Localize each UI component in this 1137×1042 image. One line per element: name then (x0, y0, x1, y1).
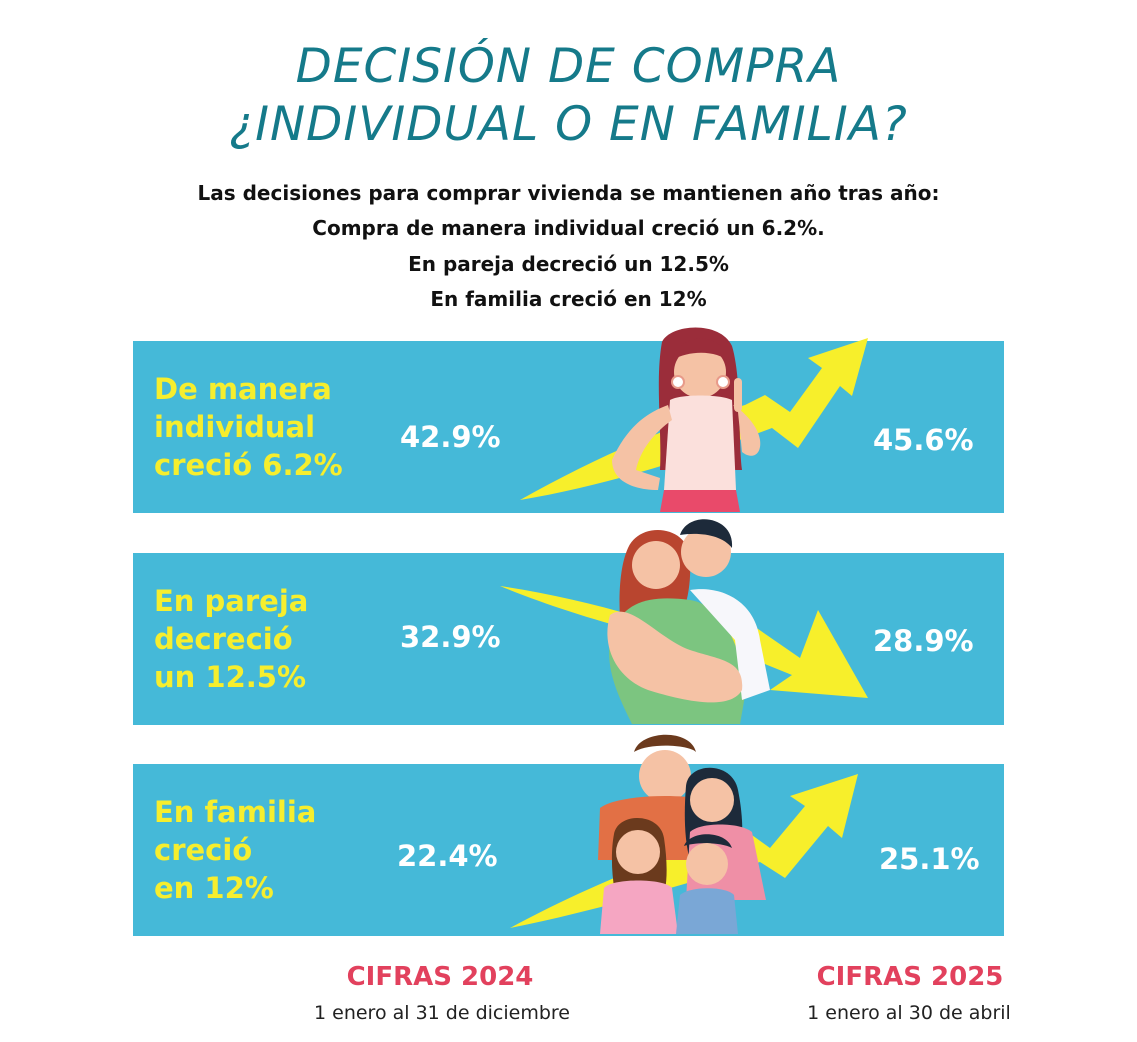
footer-2024-period: 1 enero al 31 de diciembre (314, 1002, 570, 1024)
row-label-line: creció 6.2% (154, 448, 343, 482)
row-label-line: en 12% (154, 871, 274, 905)
family-illustration (598, 734, 766, 934)
woman-illustration (612, 327, 761, 512)
trend-up-arrow (520, 338, 868, 500)
row-label-line: creció (154, 833, 253, 867)
value-2025-couple: 28.9% (873, 624, 974, 658)
subtitle-line-1: Las decisiones para comprar vivienda se … (197, 181, 940, 205)
footer-2025-title: CIFRAS 2025 (816, 962, 1004, 992)
row-label-line: De manera (154, 372, 332, 406)
row-label-line: decreció (154, 622, 293, 656)
value-2025-individual: 45.6% (873, 423, 974, 457)
page-title-line-2: ¿INDIVIDUAL O EN FAMILIA? (229, 97, 908, 152)
footer-2024-title: CIFRAS 2024 (346, 962, 534, 992)
row-label-individual: De manera individual creció 6.2% (154, 370, 384, 484)
row-label-line: En familia (154, 795, 317, 829)
subtitle-line-2: Compra de manera individual creció un 6.… (312, 216, 825, 240)
value-2024-family: 22.4% (397, 839, 498, 873)
value-2025-family: 25.1% (879, 842, 980, 876)
row-label-line: individual (154, 410, 316, 444)
value-2024-couple: 32.9% (400, 620, 501, 654)
row-label-couple: En pareja decreció un 12.5% (154, 582, 384, 696)
subtitle-line-4: En familia creció en 12% (430, 287, 707, 311)
row-label-family: En familia creció en 12% (154, 793, 384, 907)
value-2024-individual: 42.9% (400, 420, 501, 454)
row-label-line: un 12.5% (154, 660, 306, 694)
trend-down-arrow (500, 586, 868, 698)
couple-illustration (607, 519, 770, 724)
page-title-line-1: DECISIÓN DE COMPRA (295, 39, 842, 94)
footer-2025-period: 1 enero al 30 de abril (807, 1002, 1011, 1024)
subtitle-line-3: En pareja decreció un 12.5% (408, 252, 729, 276)
row-label-line: En pareja (154, 584, 309, 618)
trend-up-arrow (510, 774, 858, 928)
